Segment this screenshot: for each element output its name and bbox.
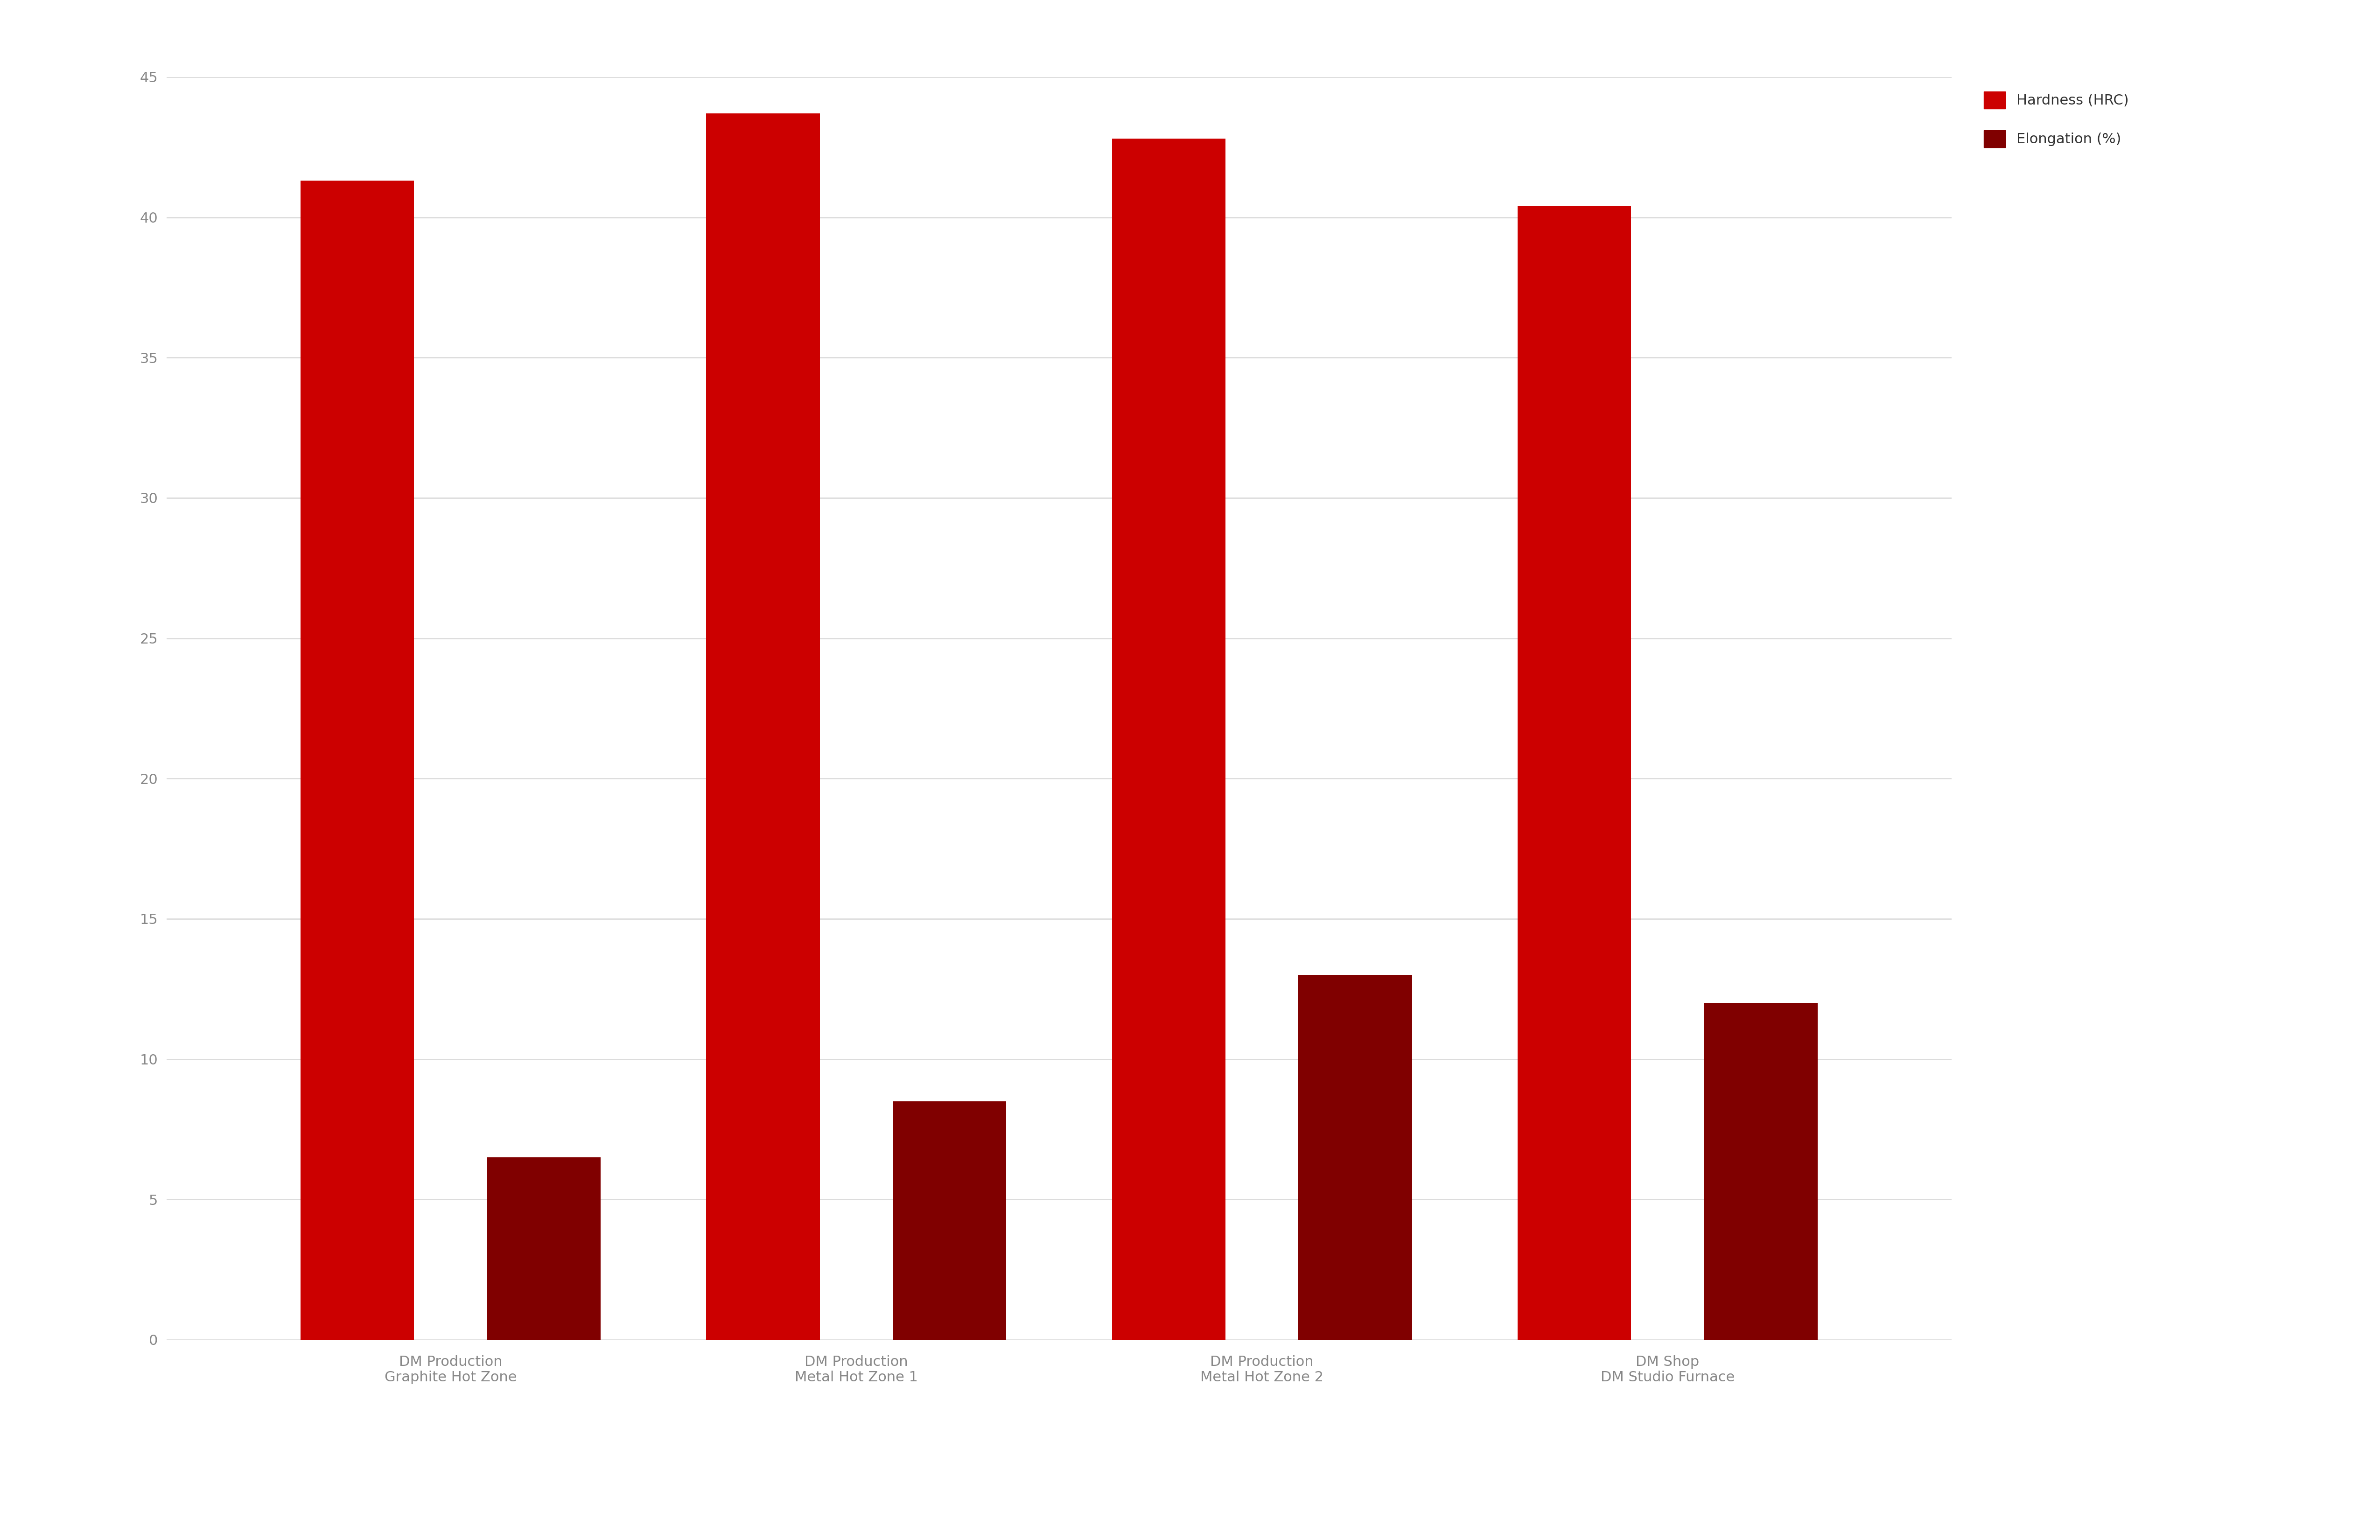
Bar (300, 180, 414, 1340)
Bar (1518, 206, 1630, 1340)
Bar (1111, 139, 1226, 1340)
Legend: Hardness (HRC), Elongation (%): Hardness (HRC), Elongation (%) (1975, 85, 2135, 154)
Bar (1299, 975, 1411, 1340)
Bar (1704, 1003, 1818, 1340)
Bar (488, 1158, 600, 1340)
Bar (707, 114, 819, 1340)
Bar (892, 1101, 1007, 1340)
